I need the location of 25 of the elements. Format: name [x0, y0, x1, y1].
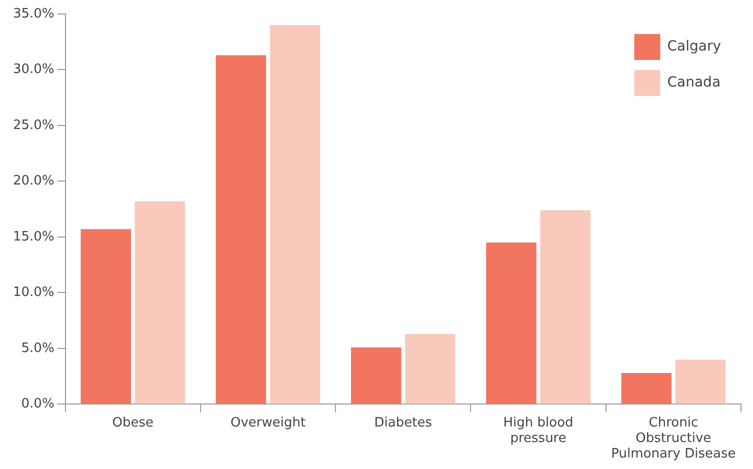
y-tick-label: 10.0% — [12, 285, 54, 300]
y-tick-label: 20.0% — [12, 174, 54, 189]
bar — [675, 360, 726, 404]
bar — [405, 334, 456, 404]
bar — [350, 347, 402, 404]
y-tick-label: 0.0% — [21, 396, 54, 412]
x-tick-label: Chronic Obstructive Pulmonary Disease — [611, 415, 736, 462]
x-tick-label: High blood pressure — [503, 415, 574, 446]
bar — [134, 201, 186, 404]
legend-label: Calgary — [667, 38, 722, 55]
bar — [270, 25, 320, 404]
legend-label: Canada — [667, 74, 721, 91]
y-tick-label: 5.0% — [21, 340, 54, 356]
y-tick-label: 25.0% — [12, 118, 54, 133]
bar — [80, 229, 131, 404]
bar — [621, 372, 672, 404]
bar — [540, 210, 590, 404]
bar — [216, 55, 266, 404]
bar — [486, 242, 536, 404]
x-tick-label: Overweight — [230, 415, 306, 430]
x-tick-label: Diabetes — [374, 415, 432, 430]
y-tick-label: 15.0% — [12, 229, 54, 244]
y-tick-label: 30.0% — [12, 62, 54, 78]
y-tick-label: 35.0% — [12, 6, 54, 22]
x-tick-label: Obese — [112, 415, 154, 430]
